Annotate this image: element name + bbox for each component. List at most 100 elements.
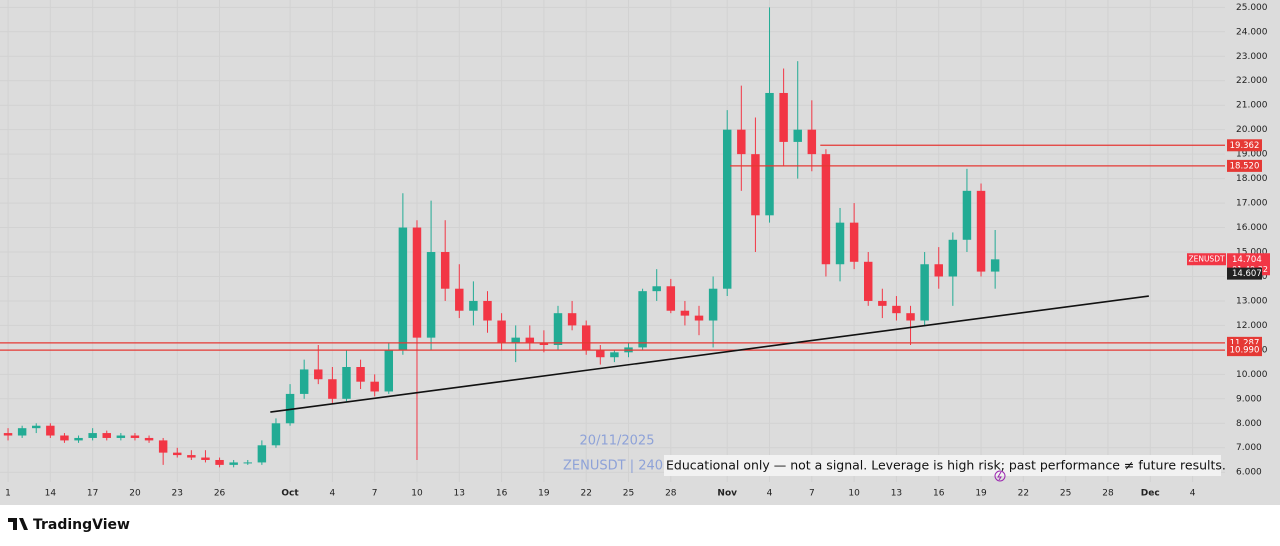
candle-body: [553, 313, 563, 345]
disclaimer-box: [664, 455, 1221, 476]
candle-body: [610, 352, 619, 358]
x-tick-label: 10: [411, 489, 423, 499]
alert-bolt: [997, 471, 1002, 481]
x-tick-label: 16: [933, 489, 945, 499]
candle-body: [3, 433, 13, 436]
candle-body: [976, 190, 986, 272]
candle-body: [328, 379, 337, 399]
watermark-date: 20/11/2025: [580, 434, 655, 449]
brand-logo: [8, 518, 28, 530]
candle-body: [144, 437, 154, 441]
y-tick-label: 22.000: [1236, 76, 1268, 86]
candle-body: [426, 252, 436, 338]
candle-body: [271, 423, 281, 446]
last-price: 14.704: [1232, 255, 1262, 265]
candle-body: [864, 261, 873, 301]
candle-body: [384, 349, 394, 392]
candle-body: [130, 435, 140, 438]
y-tick-label: 13.000: [1236, 296, 1268, 306]
x-tick-label: 25: [623, 489, 634, 499]
level-label: 19.362: [1230, 141, 1260, 151]
x-tick-label: 19: [538, 489, 550, 499]
x-tick-label: 20: [129, 489, 141, 499]
candle-body: [483, 300, 492, 321]
x-tick-label: 4: [767, 489, 773, 499]
x-tick-label: 22: [1018, 489, 1029, 499]
alert-icon: [994, 470, 1006, 482]
x-tick-label: 13: [891, 489, 902, 499]
x-tick-label: 26: [214, 489, 226, 499]
candle-body: [793, 129, 802, 142]
candle-body: [511, 337, 520, 343]
candle-body: [17, 428, 27, 436]
candle-body: [455, 288, 464, 311]
candle-body: [666, 286, 676, 311]
prev-price-box: [1227, 267, 1262, 280]
level-label-box: [1227, 344, 1262, 357]
level-label: 10.990: [1230, 346, 1260, 356]
candle-body: [469, 300, 478, 311]
candle-body: [638, 291, 647, 348]
x-tick-label: 23: [172, 489, 183, 499]
symbol-label-box: [1187, 253, 1226, 266]
candle-body: [285, 393, 295, 424]
candle-body: [962, 190, 972, 240]
x-tick-label: Oct: [281, 489, 299, 499]
x-tick-label: 28: [1102, 489, 1114, 499]
level-label-box: [1227, 139, 1262, 152]
candle-body: [990, 259, 1000, 272]
y-tick-label: 6.000: [1236, 468, 1262, 478]
candle-body: [581, 325, 591, 350]
y-tick-label: 21.000: [1236, 101, 1268, 111]
candle-body: [652, 286, 661, 292]
candle-body: [497, 320, 506, 343]
y-tick-label: 20.000: [1236, 125, 1268, 135]
candle-body: [807, 129, 817, 155]
candle-body: [229, 462, 238, 465]
candle-body: [201, 457, 210, 460]
candle-body: [539, 342, 549, 345]
candle-body: [821, 154, 831, 265]
candle-body: [708, 288, 718, 321]
candle-body: [892, 305, 901, 314]
brand: TradingView: [33, 517, 130, 533]
y-tick-label: 7.000: [1236, 443, 1262, 453]
y-tick-label: 23.000: [1236, 52, 1268, 62]
level-label: 18.520: [1230, 161, 1260, 171]
disclaimer: Educational only — not a signal. Leverag…: [666, 458, 1226, 473]
x-tick-label: 16: [496, 489, 508, 499]
x-tick-label: Dec: [1141, 489, 1160, 499]
candle-body: [60, 435, 69, 441]
x-tick-label: 14: [45, 489, 57, 499]
x-tick-label: 10: [848, 489, 860, 499]
x-tick-label: 4: [1190, 489, 1196, 499]
candle-body: [878, 300, 887, 306]
candle-body: [906, 313, 915, 321]
y-tick-label: 15.000: [1236, 248, 1268, 258]
y-tick-label: 25.000: [1236, 3, 1268, 13]
candle-body: [751, 154, 760, 216]
y-tick-label: 16.000: [1236, 223, 1268, 233]
prev-price: 14.607: [1232, 269, 1262, 279]
y-tick-label: 8.000: [1236, 419, 1262, 429]
candle-body: [948, 239, 958, 277]
x-tick-label: 28: [665, 489, 677, 499]
candle-body: [722, 129, 732, 289]
y-tick-label: 17.000: [1236, 199, 1268, 209]
x-tick-label: 1: [5, 489, 11, 499]
x-tick-label: 22: [580, 489, 591, 499]
x-tick-label: Nov: [717, 489, 737, 499]
candle-body: [88, 433, 97, 438]
candle-body: [398, 227, 408, 350]
candle-body: [74, 437, 83, 441]
candle-body: [32, 425, 41, 429]
grid: [0, 0, 1225, 482]
candle-body: [158, 440, 168, 453]
candle-body: [779, 92, 788, 142]
candle-body: [440, 252, 450, 289]
x-tick-label: 13: [454, 489, 465, 499]
x-tick-label: 19: [975, 489, 987, 499]
candle-body: [835, 222, 845, 265]
